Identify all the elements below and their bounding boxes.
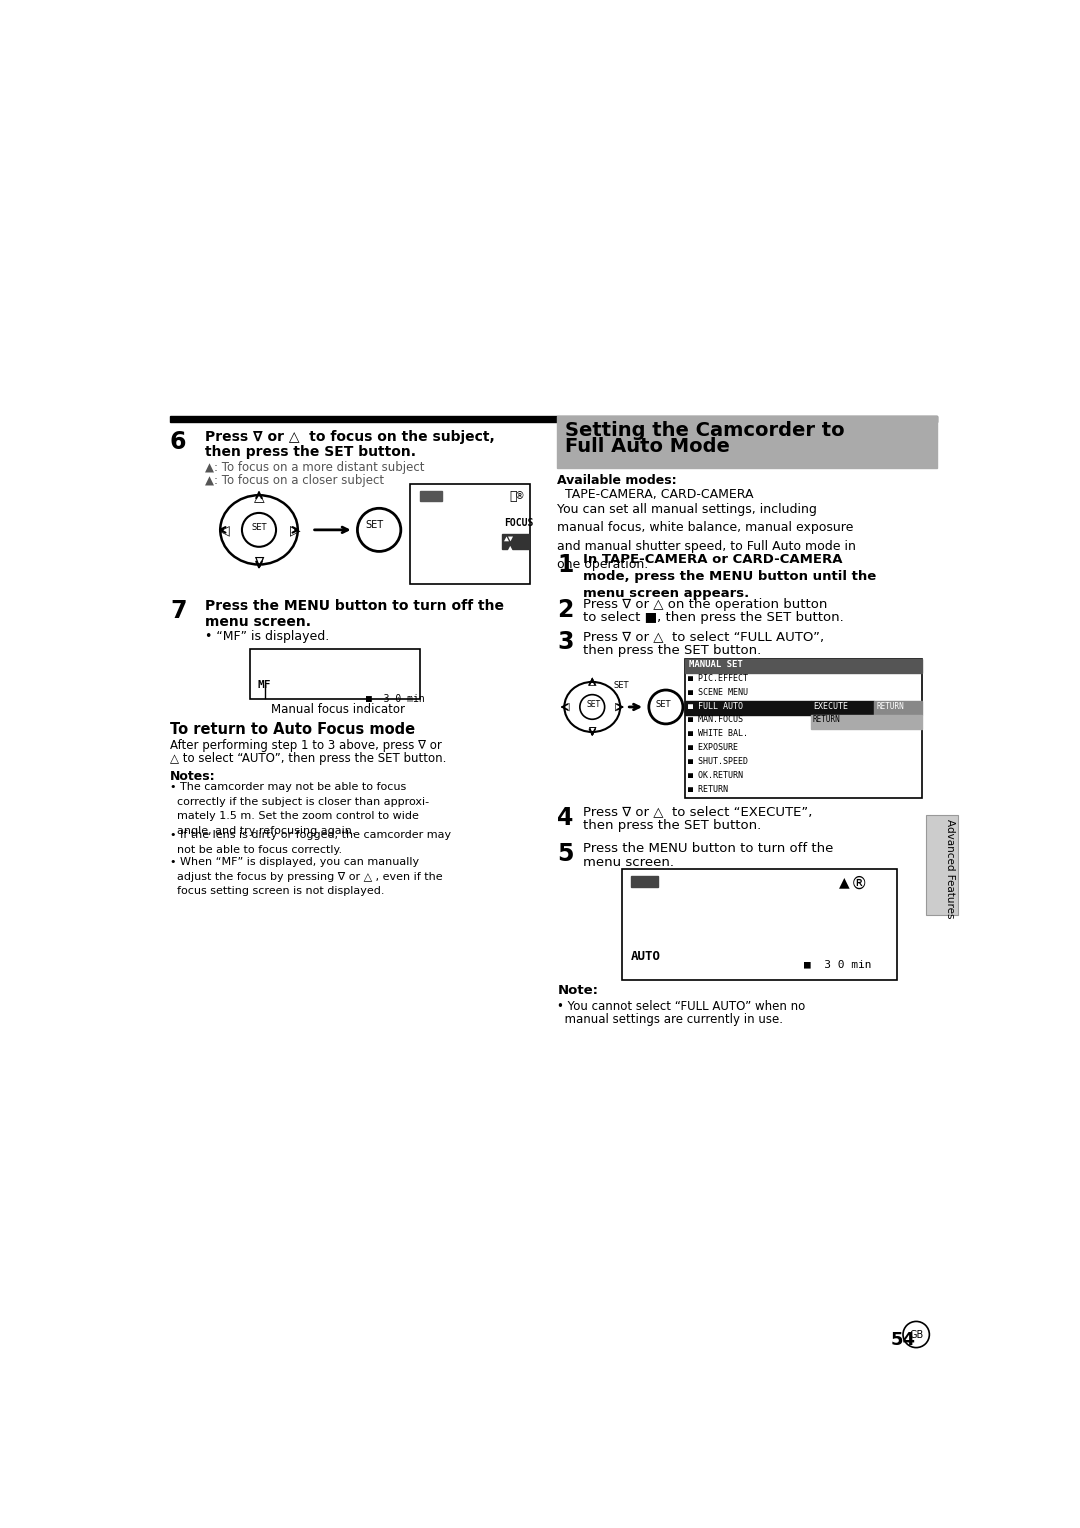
Text: • If the lens is dirty or fogged, the camcorder may
  not be able to focus corre: • If the lens is dirty or fogged, the ca… (170, 830, 451, 854)
Text: FOCUS: FOCUS (504, 518, 534, 529)
Text: Note:: Note: (557, 984, 598, 998)
Text: then press the SET button.: then press the SET button. (583, 819, 761, 833)
Text: Press ∇ or △  to select “FULL AUTO”,: Press ∇ or △ to select “FULL AUTO”, (583, 630, 824, 643)
Text: Press the MENU button to turn off the: Press the MENU button to turn off the (205, 599, 503, 613)
Bar (557, 416, 937, 468)
Text: MANUAL SET: MANUAL SET (689, 660, 743, 669)
Text: ▷: ▷ (616, 701, 623, 712)
Text: 7: 7 (170, 599, 187, 623)
Text: ■ MAN.FOCUS: ■ MAN.FOCUS (688, 715, 743, 724)
Text: • When “MF” is displayed, you can manually
  adjust the focus by pressing ∇ or △: • When “MF” is displayed, you can manual… (170, 857, 443, 895)
Text: ▲: To focus on a closer subject: ▲: To focus on a closer subject (205, 474, 383, 486)
Text: ■ RETURN: ■ RETURN (688, 785, 728, 793)
Text: SET: SET (252, 523, 267, 532)
Bar (622, 868, 896, 981)
Text: ∇: ∇ (255, 556, 264, 570)
Text: ▲▼: ▲▼ (504, 533, 514, 542)
Text: manual settings are currently in use.: manual settings are currently in use. (557, 1013, 783, 1027)
Text: Full Auto Mode: Full Auto Mode (565, 437, 730, 457)
Text: ®: ® (850, 876, 867, 892)
Text: 3: 3 (557, 630, 573, 654)
Text: ▷: ▷ (291, 523, 300, 536)
Text: Setting the Camcorder to: Setting the Camcorder to (565, 420, 845, 440)
Text: In TAPE-CAMERA or CARD-CAMERA
mode, press the MENU button until the
menu screen : In TAPE-CAMERA or CARD-CAMERA mode, pres… (583, 553, 876, 601)
Text: Press ∇ or △  to focus on the subject,: Press ∇ or △ to focus on the subject, (205, 429, 495, 443)
Text: GB: GB (909, 1329, 923, 1340)
Text: ▲: ▲ (507, 544, 513, 553)
Text: 2: 2 (557, 597, 573, 622)
Text: ▲: ▲ (839, 876, 849, 889)
Text: menu screen.: menu screen. (583, 856, 674, 868)
Text: ◁: ◁ (561, 701, 569, 712)
Text: Ⓜ: Ⓜ (510, 490, 517, 503)
Bar (685, 659, 921, 798)
Text: RETURN: RETURN (813, 715, 840, 724)
Text: 54: 54 (891, 1331, 916, 1349)
Text: To return to Auto Focus mode: To return to Auto Focus mode (170, 723, 415, 738)
Text: SET: SET (365, 520, 383, 530)
Bar (875, 701, 921, 715)
Text: Press ∇ or △  to select “EXECUTE”,: Press ∇ or △ to select “EXECUTE”, (583, 805, 812, 819)
Bar (685, 701, 810, 715)
Text: ■ PIC.EFFECT: ■ PIC.EFFECT (688, 674, 748, 683)
Text: ∇: ∇ (589, 727, 596, 738)
Text: ■ EXPOSURE: ■ EXPOSURE (688, 743, 739, 752)
Text: • The camcorder may not be able to focus
  correctly if the subject is closer th: • The camcorder may not be able to focus… (170, 782, 429, 836)
Text: Press ∇ or △ on the operation button: Press ∇ or △ on the operation button (583, 597, 827, 611)
Text: EXECUTE: EXECUTE (813, 701, 848, 711)
Text: ■ FULL AUTO: ■ FULL AUTO (688, 701, 743, 711)
Bar (685, 659, 921, 672)
Text: SET: SET (613, 681, 630, 691)
Bar (810, 715, 921, 729)
Bar (249, 649, 420, 700)
Text: ®: ® (515, 492, 525, 501)
Text: ■ WHITE BAL.: ■ WHITE BAL. (688, 729, 748, 738)
Text: RETURN: RETURN (877, 701, 904, 711)
Bar (170, 416, 937, 422)
Text: MF: MF (257, 680, 271, 691)
Text: then press the SET button.: then press the SET button. (583, 643, 761, 657)
Bar (631, 877, 658, 888)
Text: △: △ (588, 677, 596, 686)
Text: SET: SET (586, 700, 600, 709)
Text: then press the SET button.: then press the SET button. (205, 445, 416, 458)
Text: Manual focus indicator: Manual focus indicator (271, 703, 405, 717)
Bar (810, 701, 875, 715)
Bar (420, 492, 442, 501)
Text: to select ■, then press the SET button.: to select ■, then press the SET button. (583, 611, 843, 625)
Text: menu screen.: menu screen. (205, 614, 311, 628)
Text: ■  3 0 min: ■ 3 0 min (366, 694, 424, 704)
Text: 4: 4 (557, 805, 573, 830)
Text: ■  3 0 min: ■ 3 0 min (804, 960, 872, 970)
Text: TAPE-CAMERA, CARD-CAMERA: TAPE-CAMERA, CARD-CAMERA (557, 487, 754, 501)
Text: AUTO: AUTO (631, 949, 661, 963)
Bar (926, 814, 958, 915)
Text: Available modes:: Available modes: (557, 474, 677, 487)
Text: • “MF” is displayed.: • “MF” is displayed. (205, 630, 329, 643)
Text: SET: SET (656, 700, 671, 709)
Text: ■ SCENE MENU: ■ SCENE MENU (688, 688, 748, 697)
Text: 1: 1 (557, 553, 573, 578)
Text: After performing step 1 to 3 above, press ∇ or: After performing step 1 to 3 above, pres… (170, 740, 442, 752)
Text: Press the MENU button to turn off the: Press the MENU button to turn off the (583, 842, 834, 854)
Text: Notes:: Notes: (170, 770, 216, 782)
Text: ■ SHUT.SPEED: ■ SHUT.SPEED (688, 756, 748, 766)
Text: △: △ (254, 490, 265, 504)
Text: △ to select “AUTO”, then press the SET button.: △ to select “AUTO”, then press the SET b… (170, 752, 446, 766)
Text: 5: 5 (557, 842, 573, 866)
Text: ▲: To focus on a more distant subject: ▲: To focus on a more distant subject (205, 460, 424, 474)
Text: • You cannot select “FULL AUTO” when no: • You cannot select “FULL AUTO” when no (557, 999, 806, 1013)
Text: You can set all manual settings, including
manual focus, white balance, manual e: You can set all manual settings, includi… (557, 503, 856, 571)
Text: 6: 6 (170, 429, 187, 454)
Text: ◁: ◁ (219, 523, 229, 536)
Bar (502, 533, 529, 549)
Text: Advanced Features: Advanced Features (945, 819, 956, 918)
Bar (410, 484, 530, 584)
Text: ■ OK.RETURN: ■ OK.RETURN (688, 770, 743, 779)
